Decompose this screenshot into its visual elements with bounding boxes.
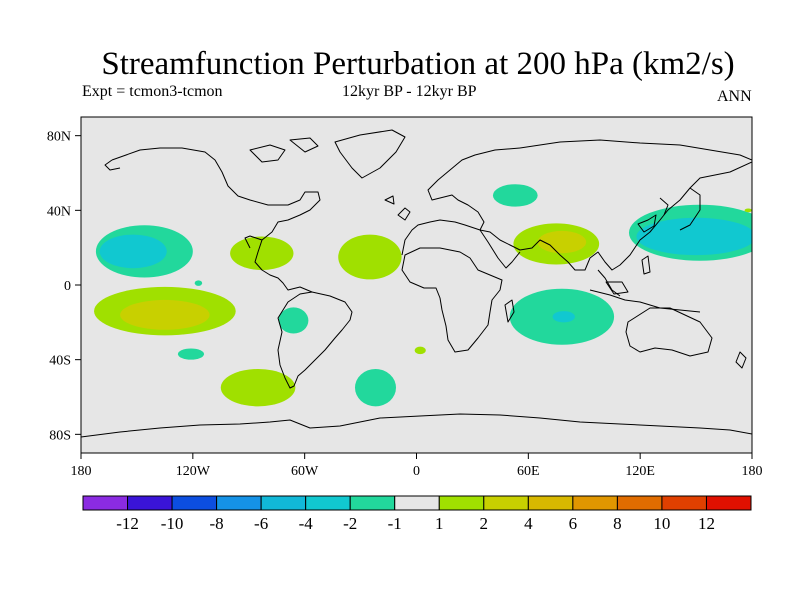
- lon-tick-label: 180: [742, 464, 763, 479]
- colorbar-label: -6: [254, 514, 268, 533]
- colorbar-label: -1: [388, 514, 402, 533]
- anomaly-region: [537, 230, 587, 254]
- colorbar-label: 10: [653, 514, 670, 533]
- colorbar: -12 -10 -8 -6 -4 -2 -1 1 2 4 6 8 10 12: [82, 495, 752, 533]
- colorbar-swatch: [260, 495, 307, 511]
- period-label: 12kyr BP - 12kyr BP: [342, 83, 477, 100]
- anomaly-region: [278, 307, 309, 334]
- colorbar-swatch: [483, 495, 529, 511]
- colorbar-swatch: [349, 495, 396, 511]
- colorbar-swatch: [572, 495, 618, 511]
- colorbar-label: 8: [613, 514, 622, 533]
- experiment-label: Expt = tcmon3-tcmon: [82, 83, 223, 100]
- lon-tick-label: 120W: [176, 464, 211, 479]
- colorbar-swatch: [82, 495, 129, 511]
- colorbar-label: -8: [210, 514, 224, 533]
- lon-tick-label: 120E: [625, 464, 655, 479]
- colorbar-label: 6: [569, 514, 578, 533]
- colorbar-label: -2: [343, 514, 357, 533]
- anomaly-region: [414, 346, 426, 355]
- colorbar-swatch: [705, 495, 752, 511]
- anomaly-region: [220, 369, 296, 407]
- plot-title: Streamfunction Perturbation at 200 hPa (…: [101, 46, 735, 82]
- season-label: ANN: [717, 88, 752, 105]
- colorbar-swatch: [394, 495, 440, 511]
- lat-tick-label: 40N: [47, 204, 71, 219]
- anomaly-region: [194, 280, 203, 286]
- anomaly-region: [744, 208, 752, 213]
- lon-tick-label: 60W: [291, 464, 319, 479]
- anomaly-region: [354, 369, 396, 407]
- colorbar-swatch: [616, 495, 663, 511]
- lat-tick-label: 40S: [49, 354, 71, 369]
- colorbar-swatch: [305, 495, 351, 511]
- colorbar-label: 12: [698, 514, 715, 533]
- colorbar-swatch: [438, 495, 485, 511]
- colorbar-swatch: [171, 495, 218, 511]
- anomaly-region: [120, 299, 210, 330]
- colorbar-label: -4: [299, 514, 314, 533]
- latitude-axis: 80N 40N 0 40S 80S: [47, 130, 81, 443]
- lat-tick-label: 0: [64, 279, 71, 294]
- colorbar-label: -12: [116, 514, 139, 533]
- colorbar-swatch: [661, 495, 707, 511]
- anomaly-region: [230, 236, 294, 271]
- anomaly-region: [492, 184, 538, 207]
- anomaly-region: [338, 234, 402, 280]
- anomaly-region: [99, 234, 167, 269]
- anomaly-region: [552, 311, 575, 323]
- lon-tick-label: 180: [71, 464, 92, 479]
- colorbar-label: 1: [435, 514, 444, 533]
- colorbar-label: 2: [480, 514, 489, 533]
- lat-tick-label: 80S: [49, 428, 71, 443]
- longitude-axis: 180 120W 60W 0 60E 120E 180: [71, 453, 763, 479]
- colorbar-swatch: [127, 495, 173, 511]
- colorbar-swatch: [216, 495, 262, 511]
- coastlines: [81, 129, 752, 438]
- colorbar-swatch: [527, 495, 574, 511]
- lon-tick-label: 0: [413, 464, 420, 479]
- anomaly-layer: [94, 184, 752, 407]
- lon-tick-label: 60E: [517, 464, 540, 479]
- anomaly-region: [177, 348, 205, 360]
- colorbar-label: 4: [524, 514, 533, 533]
- colorbar-label: -10: [161, 514, 184, 533]
- anomaly-region: [636, 217, 752, 256]
- lat-tick-label: 80N: [47, 130, 71, 145]
